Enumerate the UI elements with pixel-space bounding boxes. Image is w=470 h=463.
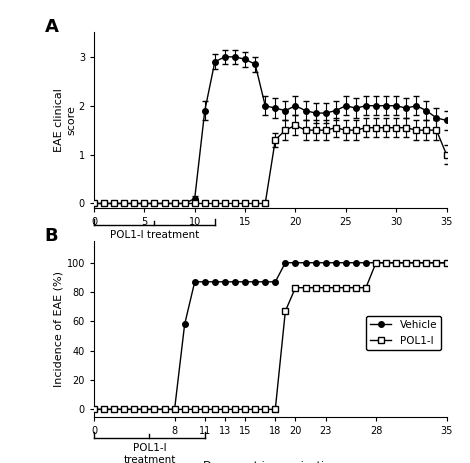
Text: POL1-I treatment: POL1-I treatment [110,230,199,240]
Y-axis label: Incidence of EAE (%): Incidence of EAE (%) [54,271,64,387]
Text: POL1-I
treatment: POL1-I treatment [123,443,176,463]
Text: A: A [45,19,59,36]
Text: B: B [45,227,58,244]
X-axis label: Days post immunization: Days post immunization [203,252,338,263]
X-axis label: Days post immunization: Days post immunization [203,461,338,463]
Legend: Vehicle, POL1-I: Vehicle, POL1-I [366,316,441,350]
Y-axis label: EAE clinical
score: EAE clinical score [55,88,76,152]
